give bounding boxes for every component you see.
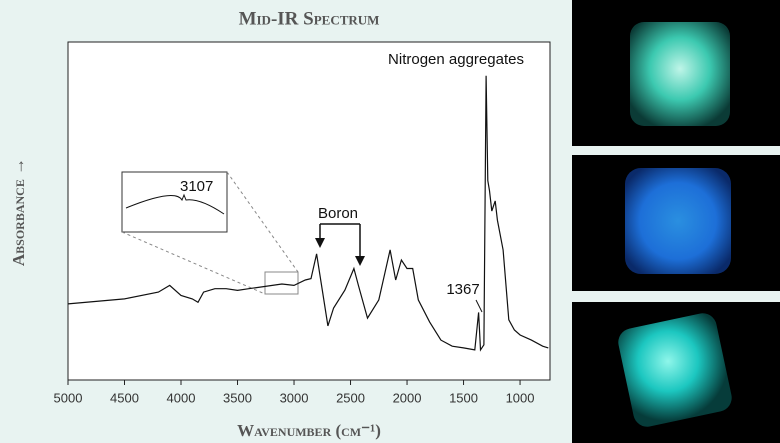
x-tick-label: 1000 (506, 390, 535, 405)
gem (630, 22, 730, 126)
x-tick-label: 4000 (167, 390, 196, 405)
annotation: 3107 (180, 178, 213, 195)
x-tick-label: 2500 (336, 390, 365, 405)
x-tick-label: 3500 (223, 390, 252, 405)
spectrum-line (67, 75, 549, 352)
connector (226, 171, 299, 273)
annotation: Nitrogen aggregates (388, 51, 524, 68)
x-tick-label: 1500 (449, 390, 478, 405)
x-tick-label: 3000 (280, 390, 309, 405)
x-tick-label: 4500 (110, 390, 139, 405)
connector (121, 231, 266, 295)
annotation: 1367 (446, 281, 479, 298)
y-axis-label: Absorbance → (9, 158, 28, 266)
x-axis-label: Wavenumber (cm⁻¹) (237, 421, 381, 440)
x-tick-label: 2000 (393, 390, 422, 405)
x-tick-label: 5000 (54, 390, 83, 405)
bracket (319, 223, 361, 258)
inset-curve (125, 193, 225, 215)
gem (618, 313, 732, 427)
arrowheads (315, 238, 365, 266)
pointer (475, 299, 483, 313)
annotation: Boron (318, 205, 358, 222)
chart-title: Mid-IR Spectrum (239, 8, 380, 29)
gem (625, 168, 731, 274)
inset-box (121, 171, 228, 233)
